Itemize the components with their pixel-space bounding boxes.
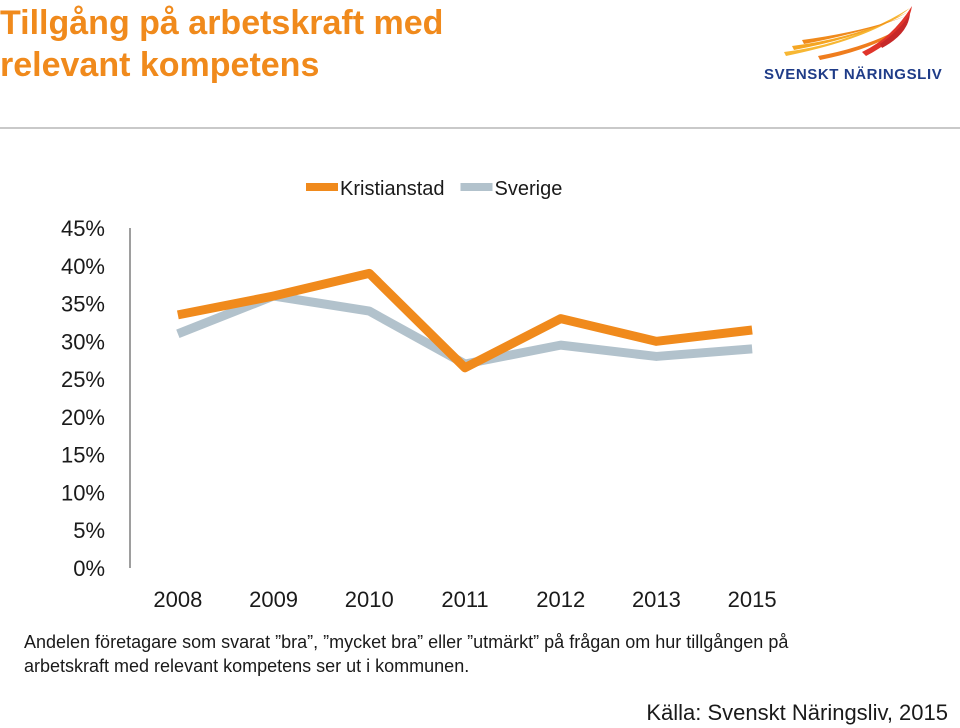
x-axis-ticks: 2008 2009 2010 2011 2012 2013 2015: [153, 587, 776, 612]
x-tick-label: 2010: [345, 587, 394, 612]
x-tick-label: 2011: [441, 587, 488, 612]
legend-label-sverige: Sverige: [495, 178, 563, 200]
line-chart: Kristianstad Sverige 0% 5% 10% 15% 20% 25% 30% 3…: [61, 178, 777, 612]
legend-label-kristianstad: Kristianstad: [340, 178, 445, 200]
y-tick-label: 5%: [73, 518, 105, 543]
source-note: Källa: Svenskt Näringsliv, 2015: [646, 700, 948, 725]
y-tick-label: 30%: [61, 329, 105, 354]
y-tick-label: 20%: [61, 405, 105, 430]
caption-line-1: Andelen företagare som svarat ”bra”, ”my…: [24, 632, 789, 652]
divider: [0, 127, 960, 129]
page-title-line-2: relevant kompetens: [0, 46, 320, 84]
logo-wing-icon: [784, 6, 912, 60]
y-tick-label: 35%: [61, 292, 105, 317]
y-tick-label: 0%: [73, 556, 105, 581]
series-line-kristianstad: [176, 268, 753, 373]
caption-line-2: arbetskraft med relevant kompetens ser u…: [24, 656, 470, 676]
x-tick-label: 2012: [536, 587, 585, 612]
page-title: Tillgång på arbetskraft med relevant kom…: [0, 2, 620, 86]
x-tick-label: 2008: [153, 587, 202, 612]
chart-series: [176, 268, 753, 373]
y-tick-label: 40%: [61, 254, 105, 279]
svenskt-naringsliv-logo: SVENSKT NÄRINGSLIV: [762, 4, 943, 86]
chart-legend: Kristianstad Sverige: [306, 178, 562, 200]
y-tick-label: 25%: [61, 367, 105, 392]
y-tick-label: 10%: [61, 480, 105, 505]
page-title-line-1: Tillgång på arbetskraft med: [0, 4, 444, 42]
x-tick-label: 2013: [632, 587, 681, 612]
x-tick-label: 2015: [728, 587, 777, 612]
series-line-sverige: [176, 291, 753, 369]
chart-caption: Andelen företagare som svarat ”bra”, ”my…: [24, 630, 924, 678]
x-tick-label: 2009: [249, 587, 298, 612]
y-tick-label: 45%: [61, 216, 105, 241]
logo-text: SVENSKT NÄRINGSLIV: [764, 66, 943, 83]
y-tick-label: 15%: [61, 443, 105, 468]
y-axis-ticks: 0% 5% 10% 15% 20% 25% 30% 35% 40% 45%: [61, 216, 105, 581]
